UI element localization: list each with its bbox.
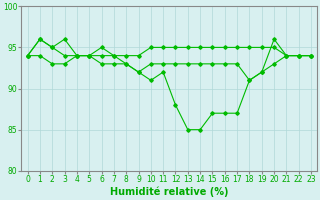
- X-axis label: Humidité relative (%): Humidité relative (%): [110, 187, 228, 197]
